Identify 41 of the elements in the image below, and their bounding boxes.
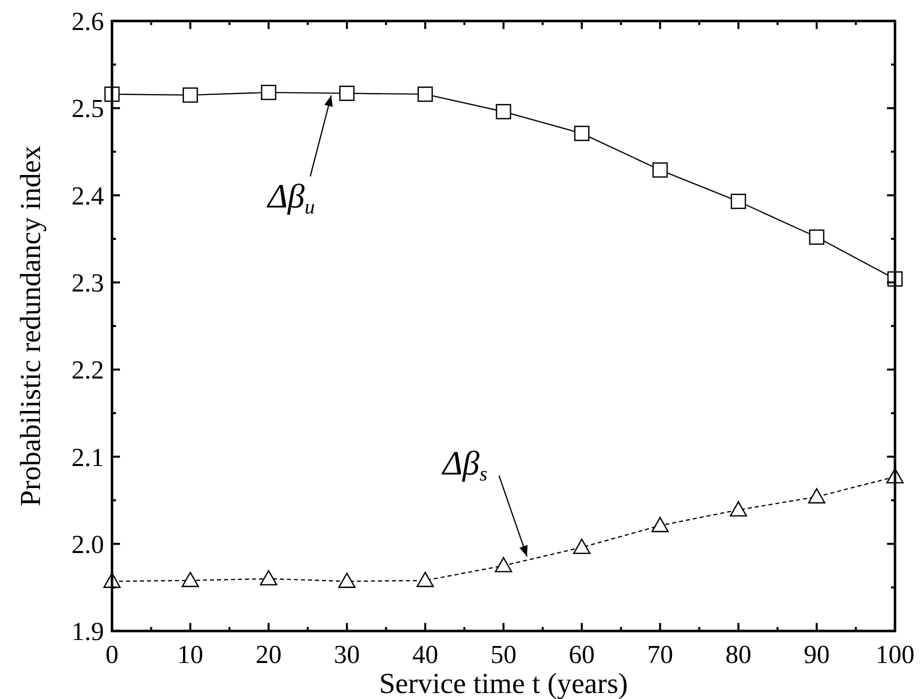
x-axis-title: Service time t (years) — [379, 668, 628, 699]
x-tick-label: 60 — [568, 640, 595, 669]
point — [496, 104, 512, 120]
point — [182, 572, 199, 588]
y-tick-label: 2.0 — [72, 530, 104, 559]
y-tick-label: 2.3 — [72, 268, 104, 298]
point — [730, 194, 746, 210]
y-tick-label: 2.1 — [72, 442, 104, 472]
point — [809, 229, 824, 245]
annotation: Δβ$_{s}$ — [440, 446, 488, 486]
x-tick-label: 30 — [334, 640, 360, 669]
point — [416, 572, 434, 588]
point — [418, 86, 433, 102]
point — [730, 501, 748, 517]
point — [808, 488, 826, 504]
x-tick-label: 0 — [106, 640, 118, 669]
x-tick-label: 70 — [647, 640, 674, 669]
y-tick-label: 2.6 — [72, 7, 104, 36]
x-tick-label: 100 — [876, 640, 914, 669]
y-tick-label: 2.2 — [72, 356, 104, 385]
point — [338, 572, 356, 588]
x-tick-label: 50 — [490, 640, 516, 669]
x-tick-label: 90 — [804, 640, 830, 669]
annotation: Δβ$_{u}$ — [266, 178, 315, 218]
point — [574, 126, 590, 142]
x-tick-label: 40 — [412, 640, 438, 669]
point — [573, 538, 590, 554]
y-tick-label: 2.4 — [72, 181, 104, 210]
x-tick-label: 10 — [177, 640, 204, 669]
y-tick-label: 1.9 — [72, 617, 104, 646]
y-tick-label: 2.5 — [72, 94, 104, 124]
point — [651, 516, 669, 532]
point — [260, 570, 278, 586]
y-axis-title: Probabilistic redundancy index — [15, 145, 47, 506]
point — [494, 556, 512, 572]
point — [339, 86, 355, 101]
point — [652, 162, 668, 178]
x-tick-label: 20 — [256, 640, 282, 669]
point — [260, 84, 276, 100]
point — [182, 87, 198, 103]
x-tick-label: 80 — [725, 640, 752, 669]
